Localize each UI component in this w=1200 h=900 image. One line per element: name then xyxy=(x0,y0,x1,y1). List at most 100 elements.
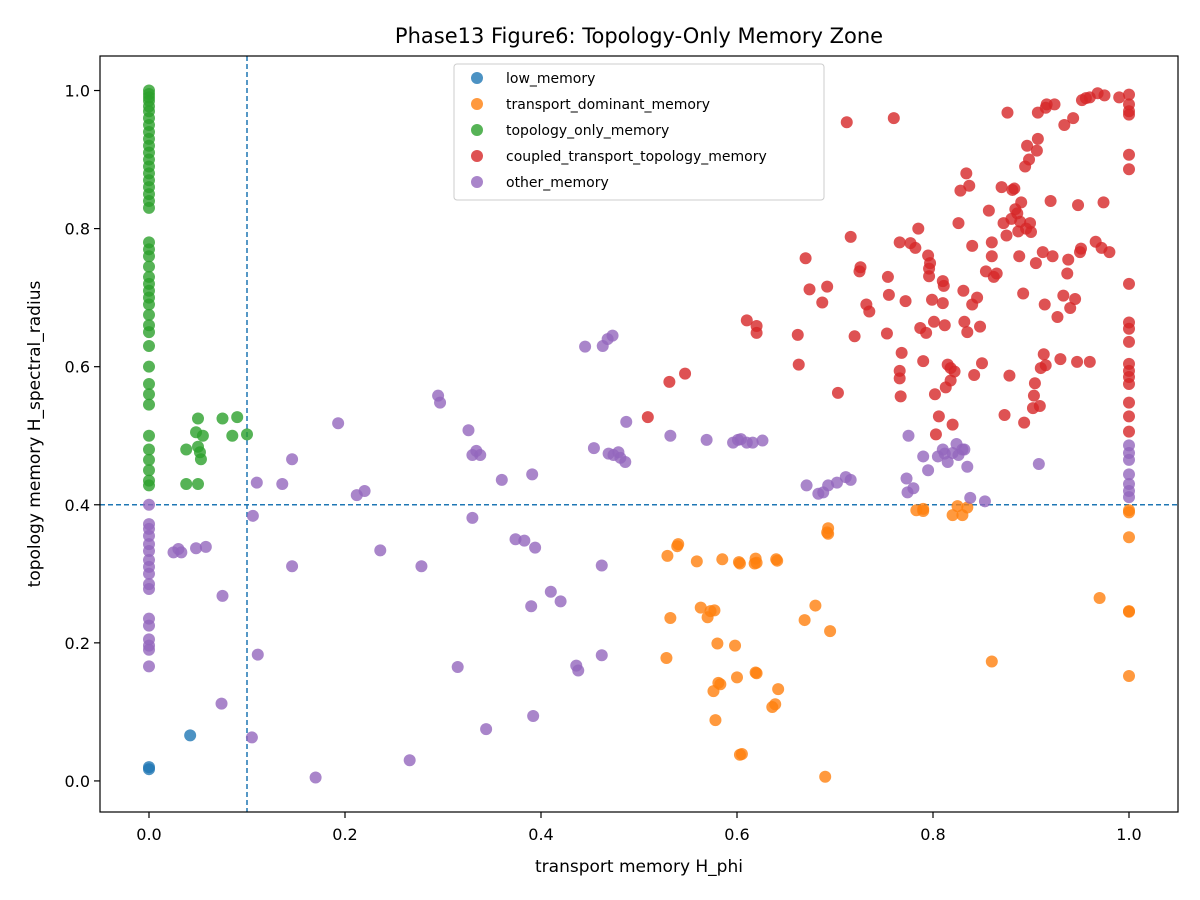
data-point xyxy=(924,257,937,270)
data-point xyxy=(772,683,785,696)
data-point xyxy=(922,464,935,477)
data-point xyxy=(968,368,981,381)
data-point xyxy=(276,478,289,491)
data-point xyxy=(462,424,475,437)
data-point xyxy=(960,167,973,180)
data-point xyxy=(526,468,539,481)
data-point xyxy=(474,449,487,462)
data-point xyxy=(143,260,155,273)
data-point xyxy=(952,217,965,230)
legend-marker xyxy=(471,176,483,188)
data-point xyxy=(853,265,866,278)
data-point xyxy=(332,417,345,430)
x-axis-label: transport memory H_phi xyxy=(535,857,743,877)
data-point xyxy=(1030,144,1043,157)
data-point xyxy=(192,478,204,491)
data-point xyxy=(1023,153,1036,166)
data-point xyxy=(143,643,155,656)
data-point xyxy=(958,443,971,456)
data-point xyxy=(196,429,209,442)
legend-label: low_memory xyxy=(506,71,595,87)
data-point xyxy=(641,411,654,424)
data-point xyxy=(180,478,193,491)
data-point xyxy=(863,305,876,318)
data-point xyxy=(1008,182,1021,195)
data-point xyxy=(881,270,894,283)
data-point xyxy=(822,527,835,540)
data-point xyxy=(1071,355,1084,368)
data-point xyxy=(961,460,974,473)
data-point xyxy=(985,250,998,263)
data-point xyxy=(143,464,155,477)
data-point xyxy=(1069,293,1082,306)
series-other_memory xyxy=(143,329,1135,784)
data-point xyxy=(798,614,811,627)
legend-marker xyxy=(471,98,483,110)
data-point xyxy=(899,295,912,308)
data-point xyxy=(1123,468,1135,481)
data-point xyxy=(215,697,228,710)
legend-marker xyxy=(471,150,483,162)
data-point xyxy=(1123,148,1135,161)
data-point xyxy=(1123,396,1135,409)
data-point xyxy=(1062,253,1075,266)
data-point xyxy=(358,484,371,497)
data-point xyxy=(929,428,942,441)
data-point xyxy=(887,112,900,125)
data-point xyxy=(1037,348,1050,361)
data-point xyxy=(245,731,258,744)
plot-area xyxy=(100,56,1178,812)
data-point xyxy=(1123,491,1135,504)
x-tick-label: 0.6 xyxy=(724,825,749,844)
data-point xyxy=(1001,106,1014,119)
data-point xyxy=(309,771,322,784)
data-point xyxy=(978,495,991,508)
data-point xyxy=(769,698,782,711)
data-point xyxy=(731,671,743,684)
data-point xyxy=(143,660,155,673)
data-point xyxy=(821,280,834,293)
legend-marker xyxy=(471,72,483,84)
data-point xyxy=(664,611,677,624)
data-point xyxy=(912,222,925,235)
x-tick-label: 0.8 xyxy=(920,825,945,844)
data-point xyxy=(190,542,203,555)
data-point xyxy=(143,398,155,411)
data-point xyxy=(1064,302,1077,314)
data-point xyxy=(746,436,759,449)
data-point xyxy=(1083,355,1096,368)
data-point xyxy=(466,511,479,524)
data-point xyxy=(1123,669,1135,682)
data-point xyxy=(1058,119,1071,132)
data-point xyxy=(286,560,299,573)
data-point xyxy=(192,412,204,425)
data-point xyxy=(750,667,763,680)
data-point xyxy=(527,710,540,723)
data-point xyxy=(143,529,155,542)
data-point xyxy=(606,329,619,342)
data-point xyxy=(844,230,857,243)
series-transport_dominant_memory xyxy=(660,500,1135,783)
data-point xyxy=(480,723,493,736)
data-point xyxy=(985,236,998,249)
legend-label: transport_dominant_memory xyxy=(506,97,710,113)
data-point xyxy=(143,619,155,632)
data-point xyxy=(1123,453,1135,466)
data-point xyxy=(709,714,722,727)
y-tick-label: 0.6 xyxy=(65,358,90,377)
data-point xyxy=(1123,335,1135,348)
data-point xyxy=(893,372,906,385)
data-point xyxy=(1036,246,1049,259)
data-point xyxy=(451,661,464,674)
data-point xyxy=(792,358,805,371)
series-coupled_transport_topology_memory xyxy=(641,87,1135,441)
data-point xyxy=(714,678,727,691)
data-point xyxy=(143,443,155,456)
data-point xyxy=(966,239,979,252)
data-point xyxy=(700,433,713,446)
data-point xyxy=(143,339,155,352)
legend-label: other_memory xyxy=(506,175,609,191)
data-point xyxy=(800,479,813,492)
data-point xyxy=(990,267,1003,280)
data-point xyxy=(824,625,837,638)
